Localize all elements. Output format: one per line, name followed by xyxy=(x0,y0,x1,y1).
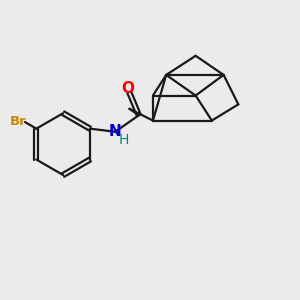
Text: Br: Br xyxy=(9,115,26,128)
Text: N: N xyxy=(109,124,122,139)
Text: H: H xyxy=(119,133,129,147)
Text: O: O xyxy=(122,81,134,96)
